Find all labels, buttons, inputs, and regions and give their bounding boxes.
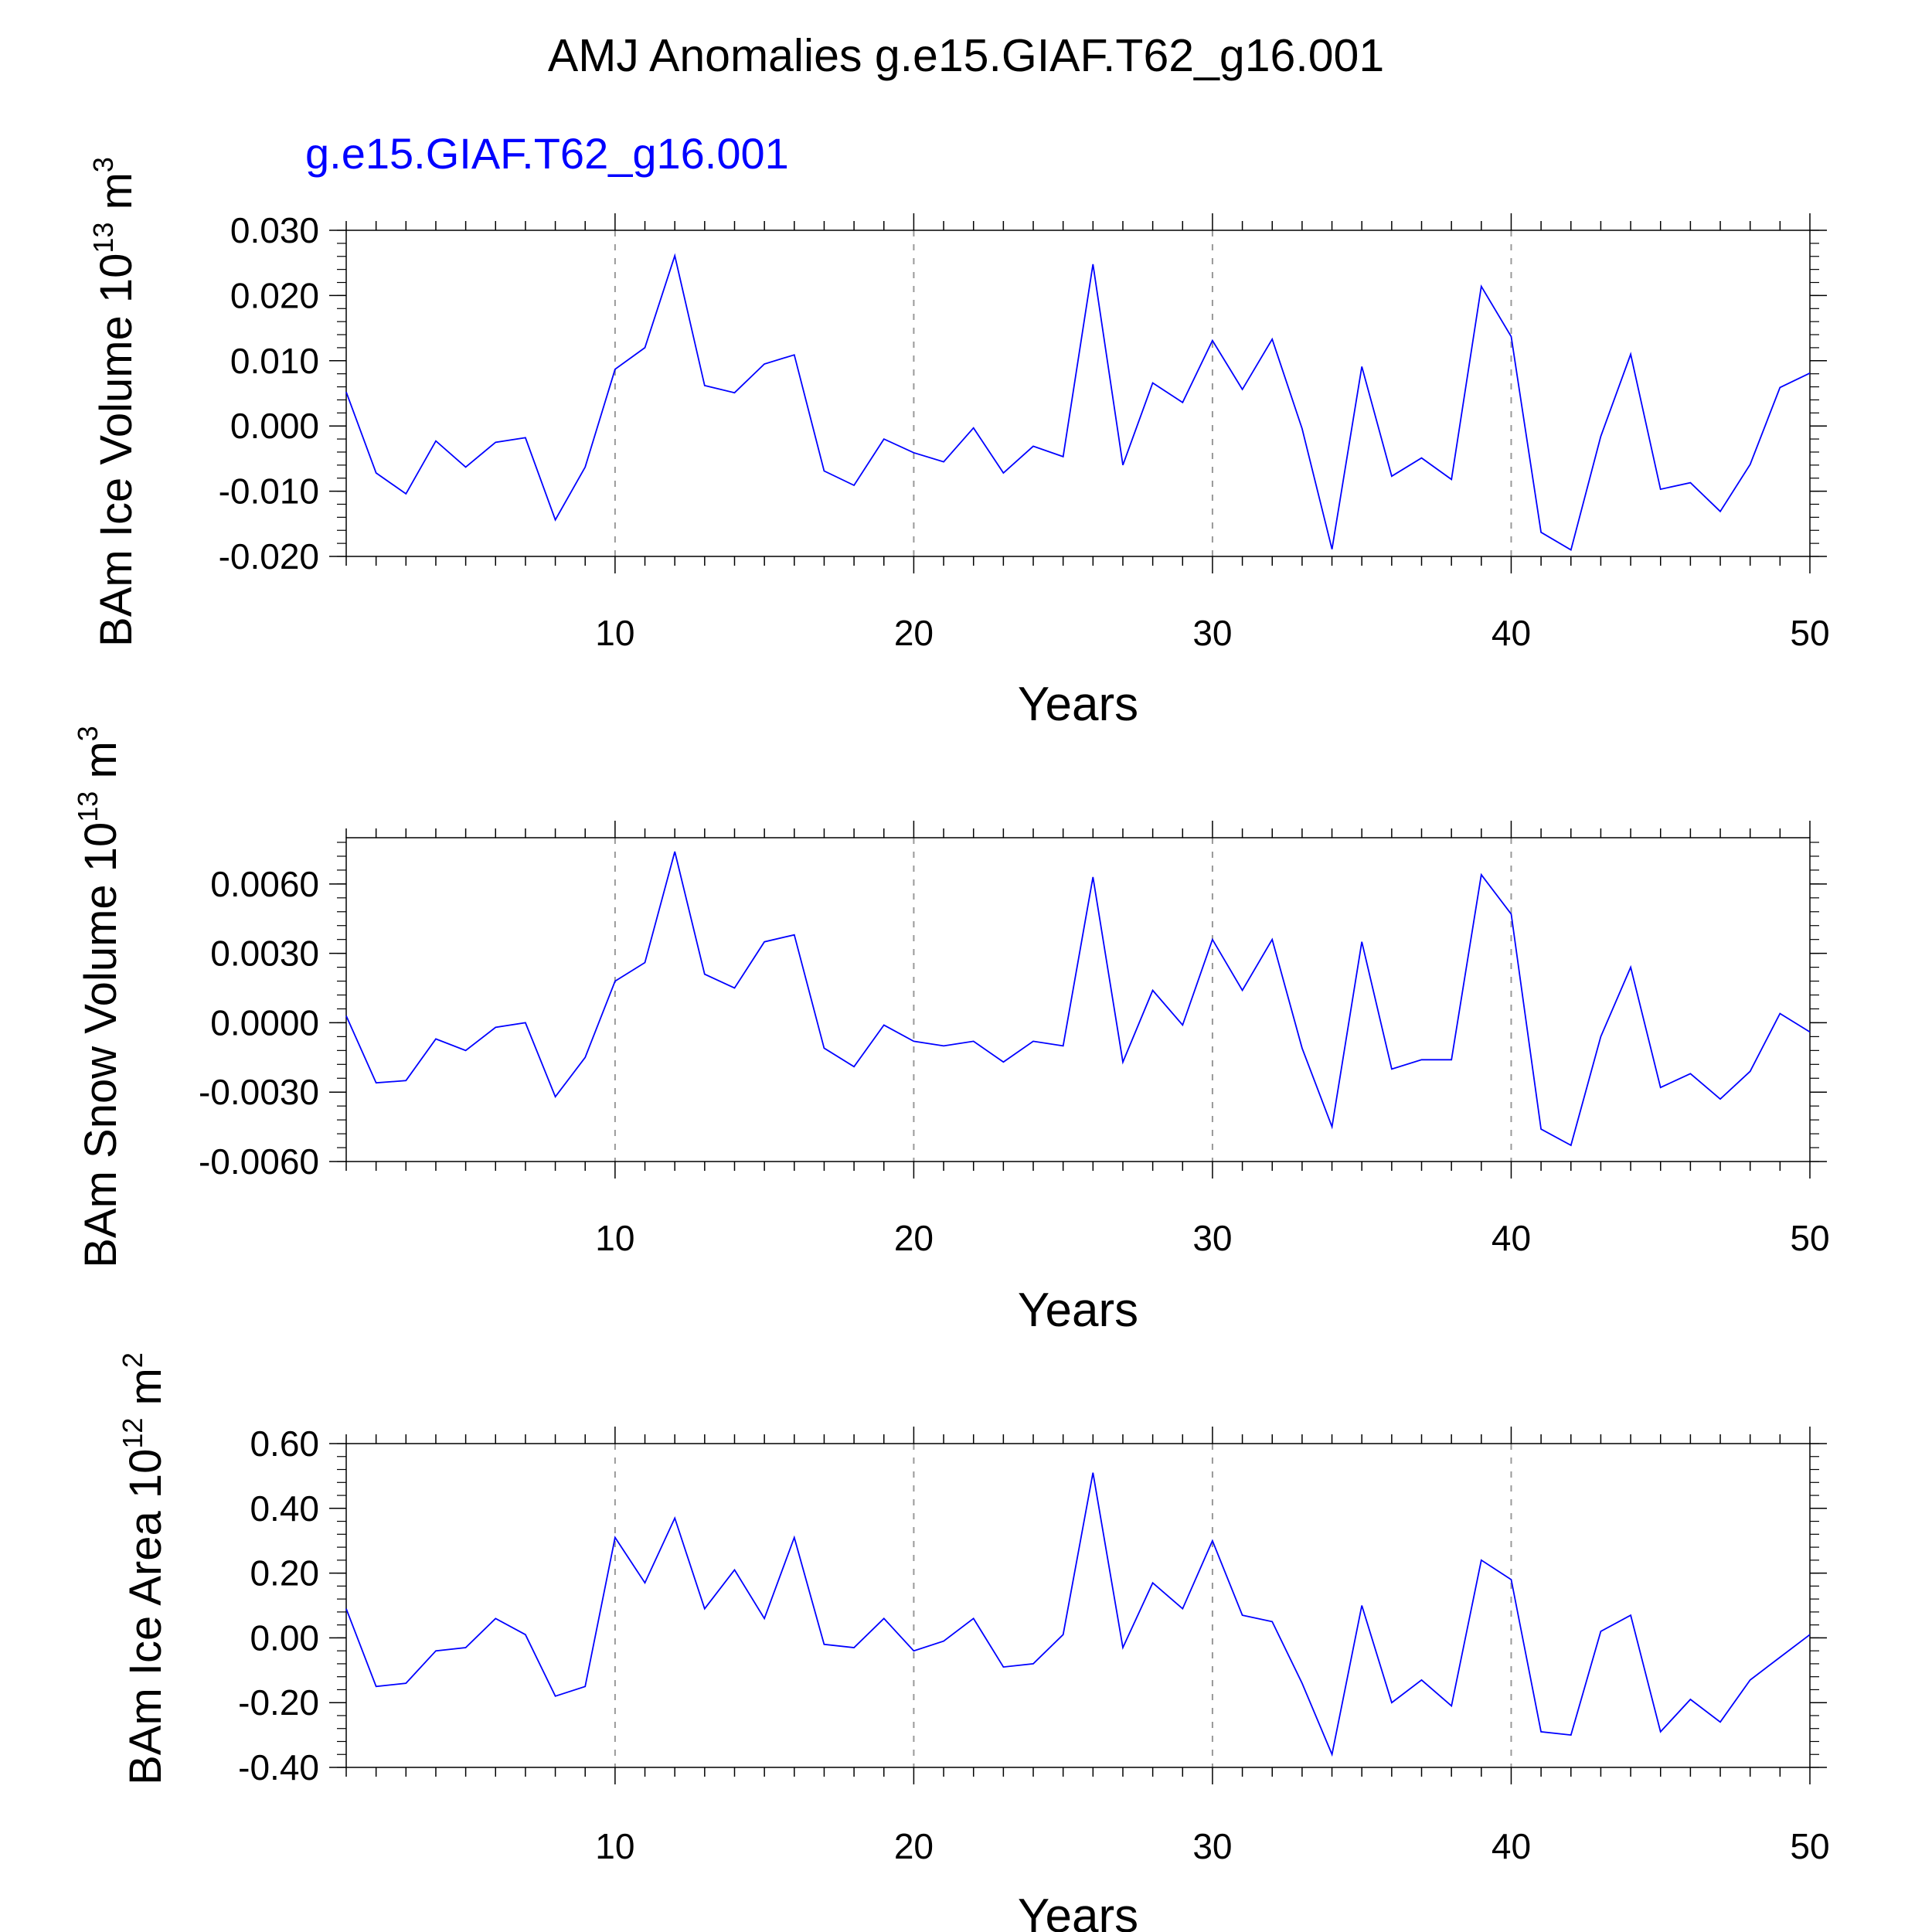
y-axis-title-text: BAm Ice Volume 10: [91, 253, 141, 647]
plot-frame: [345, 230, 1811, 557]
x-tick-label: 20: [894, 613, 934, 653]
series-line: [345, 851, 1811, 1147]
series-line: [345, 1472, 1811, 1757]
y-tick-label: -0.0030: [199, 1072, 319, 1112]
x-tick-label: 20: [894, 1826, 934, 1866]
y-axis-title-exponent: 12: [117, 1418, 148, 1449]
y-tick-label: 0.020: [230, 275, 319, 315]
x-axis-title: Years: [1018, 1889, 1138, 1932]
x-tick-label: 50: [1790, 1826, 1829, 1866]
figure-title: AMJ Anomalies g.e15.GIAF.T62_g16.001: [548, 30, 1384, 81]
panel-bottom: -0.40 -0.20 0.00 0.20 0.40 0.60 10 20 30 40 50 Year…: [117, 1352, 1830, 1932]
y-tick-label: 0.030: [230, 210, 319, 250]
y-axis-title-exponent: 13: [72, 791, 104, 822]
x-axis-title: Years: [1018, 1284, 1138, 1337]
y-tick-label: 0.0030: [210, 934, 319, 974]
x-tick-label: 30: [1192, 613, 1232, 653]
y-axis-title: BAm Ice Area 1012 m2: [117, 1352, 171, 1785]
x-tick-label: 50: [1790, 1218, 1829, 1258]
y-tick-label: 0.40: [250, 1488, 319, 1529]
x-tick-label: 40: [1492, 1218, 1531, 1258]
x-tick-label: 40: [1492, 613, 1531, 653]
y-axis-title-text: BAm Ice Area 10: [121, 1449, 171, 1785]
plot-frame: [345, 1443, 1811, 1768]
x-tick-label: 40: [1492, 1826, 1531, 1866]
x-tick-label: 10: [595, 613, 634, 653]
x-tick-label: 10: [595, 1218, 634, 1258]
y-tick-label: 0.0000: [210, 1002, 319, 1043]
y-axis-title-exponent: 2: [117, 1352, 148, 1368]
y-axis-title: BAm Ice Volume 1013 m3: [87, 157, 141, 647]
x-tick-label: 30: [1192, 1826, 1232, 1866]
y-axis-title-exponent: 3: [72, 726, 104, 741]
y-tick-label: -0.40: [238, 1747, 319, 1787]
y-tick-label: 0.00: [250, 1617, 319, 1658]
y-axis-title-text: m: [91, 172, 141, 222]
panel-top: -0.020 -0.010 0.000 0.010 0.020 0.030 10 20 30 40…: [87, 157, 1830, 731]
x-axis-title: Years: [1018, 678, 1138, 731]
y-tick-label: 0.60: [250, 1423, 319, 1464]
y-axis-title-text: m: [76, 741, 126, 791]
y-tick-label: -0.020: [219, 536, 319, 577]
y-tick-label: -0.20: [238, 1682, 319, 1723]
x-tick-label: 10: [595, 1826, 634, 1866]
y-tick-label: 0.20: [250, 1553, 319, 1594]
figure-subtitle: g.e15.GIAF.T62_g16.001: [305, 129, 789, 178]
x-tick-label: 20: [894, 1218, 934, 1258]
y-tick-label: 0.010: [230, 341, 319, 381]
y-tick-label: -0.0060: [199, 1141, 319, 1182]
y-axis-title-text: m: [121, 1368, 171, 1417]
panel-middle: -0.0060 -0.0030 0.0000 0.0030 0.0060 10 20 30 40…: [72, 726, 1830, 1337]
y-tick-label: 0.000: [230, 406, 319, 446]
y-tick-label: 0.0060: [210, 864, 319, 904]
y-axis-title-exponent: 13: [87, 223, 119, 253]
plot-frame: [345, 837, 1811, 1162]
x-tick-label: 30: [1192, 1218, 1232, 1258]
series-line: [345, 253, 1811, 551]
y-axis-title-exponent: 3: [87, 157, 119, 172]
y-axis-title: BAm Snow Volume 1013 m3: [72, 726, 126, 1268]
y-axis-title-text: BAm Snow Volume 10: [76, 822, 126, 1268]
x-tick-label: 50: [1790, 613, 1829, 653]
y-tick-label: -0.010: [219, 471, 319, 512]
